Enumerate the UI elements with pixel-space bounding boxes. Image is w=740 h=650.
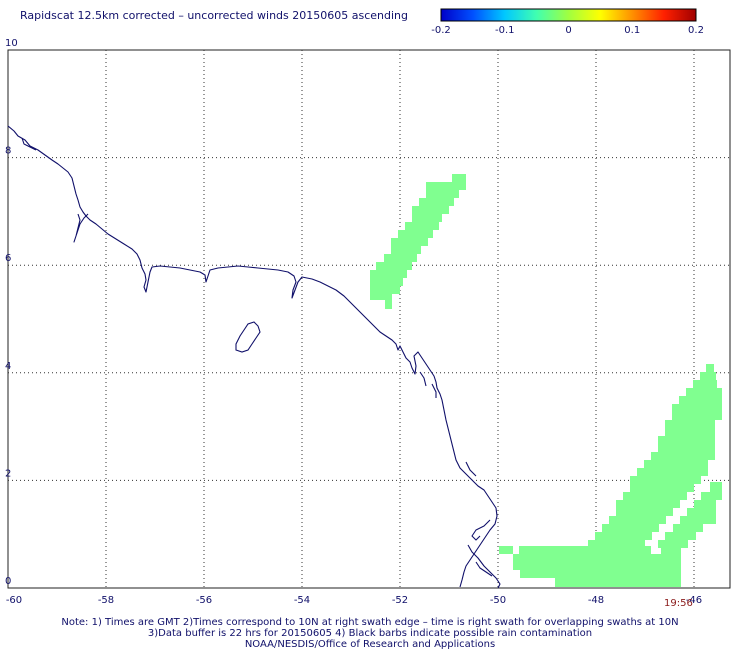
swath-time-label: 19:56 [664, 598, 693, 609]
color-bar-tick-label: 0 [565, 25, 571, 36]
longitude-tick-label: -60 [6, 595, 22, 606]
longitude-tick-label: -50 [490, 595, 506, 606]
color-bar-tick-label: -0.2 [431, 25, 451, 36]
wind-swath-southeast [499, 364, 722, 587]
coastline [7, 125, 501, 589]
footer-note-line-2: 3)Data buffer is 22 hrs for 20150605 4) … [147, 628, 593, 639]
color-bar: -0.2 -0.1 0 0.1 0.2 [431, 8, 704, 36]
gridlines [8, 50, 730, 588]
footer-note-line-1: Note: 1) Times are GMT 2)Times correspon… [61, 617, 679, 628]
longitude-tick-label: -46 [686, 595, 702, 606]
color-bar-tick-label: 0.1 [624, 25, 640, 36]
longitude-tick-label: -58 [98, 595, 114, 606]
longitude-tick-label: -48 [588, 595, 604, 606]
map-title: Rapidscat 12.5km corrected – uncorrected… [20, 9, 409, 22]
wind-swath-north [370, 174, 466, 309]
latitude-tick-label: 0 [5, 576, 11, 587]
latitude-tick-label: 10 [5, 38, 18, 49]
map-frame [7, 49, 731, 589]
latitude-tick-label: 2 [5, 468, 11, 479]
color-bar-gradient [440, 8, 697, 22]
latitude-tick-label: 6 [5, 253, 11, 264]
longitude-tick-label: -54 [294, 595, 310, 606]
island-shape [235, 321, 261, 353]
color-bar-tick-label: 0.2 [688, 25, 704, 36]
longitude-tick-label: -56 [196, 595, 212, 606]
latitude-tick-label: 4 [5, 361, 11, 372]
latitude-tick-label: 8 [5, 146, 11, 157]
color-bar-tick-label: -0.1 [495, 25, 515, 36]
longitude-tick-label: -52 [392, 595, 408, 606]
footer-credit-line: NOAA/NESDIS/Office of Research and Appli… [244, 639, 496, 650]
